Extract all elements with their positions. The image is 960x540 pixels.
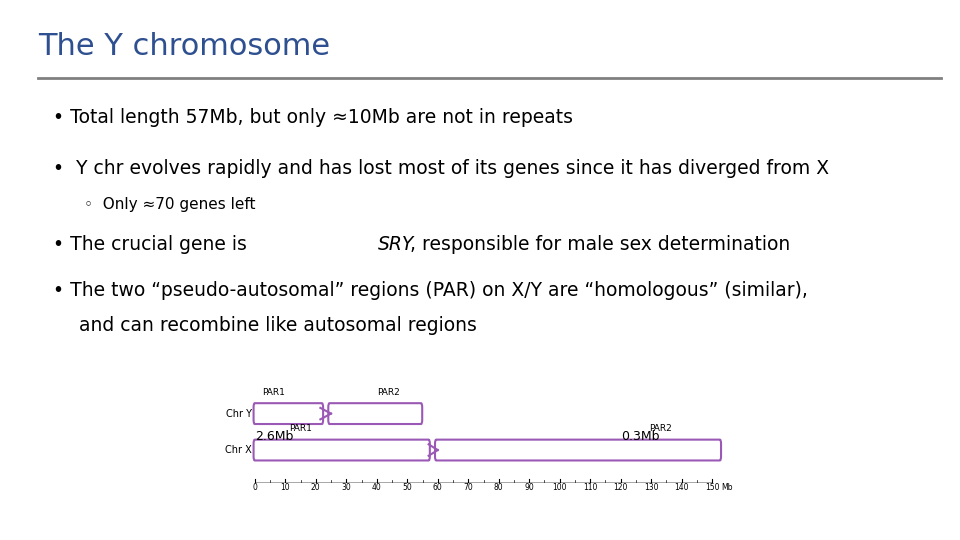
Text: The Y chromosome: The Y chromosome [38,32,330,62]
Text: 30: 30 [342,483,351,492]
FancyBboxPatch shape [253,440,430,461]
Text: Chr Y: Chr Y [226,409,252,419]
Text: 50: 50 [402,483,412,492]
Text: 2.6Mb: 2.6Mb [254,430,293,443]
Text: • Total length 57Mb, but only ≈10Mb are not in repeats: • Total length 57Mb, but only ≈10Mb are … [53,108,573,127]
Text: 10: 10 [280,483,290,492]
Text: PAR2: PAR2 [649,424,672,434]
Text: PAR1: PAR1 [289,424,312,434]
Text: PAR2: PAR2 [377,388,400,397]
Text: 90: 90 [524,483,534,492]
Text: , responsible for male sex determination: , responsible for male sex determination [410,235,790,254]
Text: 20: 20 [311,483,321,492]
FancyBboxPatch shape [253,403,324,424]
Text: 110: 110 [583,483,597,492]
Text: 80: 80 [494,483,504,492]
Text: 150: 150 [705,483,719,492]
Text: 100: 100 [553,483,567,492]
Text: 40: 40 [372,483,382,492]
Text: 70: 70 [464,483,473,492]
Text: • The two “pseudo-autosomal” regions (PAR) on X/Y are “homologous” (similar),: • The two “pseudo-autosomal” regions (PA… [53,281,807,300]
Text: 60: 60 [433,483,443,492]
Text: SRY: SRY [378,235,415,254]
Text: and can recombine like autosomal regions: and can recombine like autosomal regions [79,316,476,335]
Text: 0.3Mb: 0.3Mb [621,430,660,443]
Text: Mb: Mb [721,483,732,492]
Text: PAR1: PAR1 [262,388,284,397]
Text: 120: 120 [613,483,628,492]
Text: Chr X: Chr X [225,445,252,455]
Text: ◦  Only ≈70 genes left: ◦ Only ≈70 genes left [84,197,256,212]
Text: • The crucial gene is: • The crucial gene is [53,235,252,254]
Text: 140: 140 [675,483,689,492]
Text: 130: 130 [644,483,659,492]
FancyBboxPatch shape [328,403,422,424]
Text: 0: 0 [252,483,257,492]
FancyBboxPatch shape [435,440,721,461]
Text: •  Y chr evolves rapidly and has lost most of its genes since it has diverged fr: • Y chr evolves rapidly and has lost mos… [53,159,828,178]
